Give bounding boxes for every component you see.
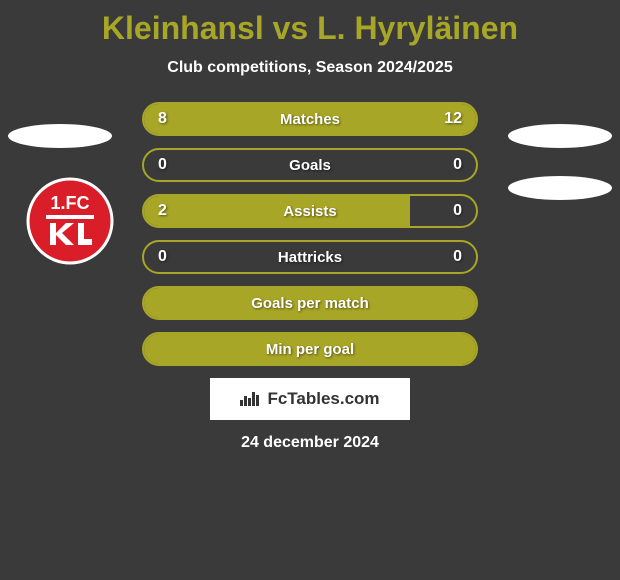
branding-badge: FcTables.com xyxy=(210,378,410,420)
svg-text:1.FC: 1.FC xyxy=(50,193,89,213)
stat-row-goals-per-match: Goals per match xyxy=(142,286,478,320)
date-text: 24 december 2024 xyxy=(0,434,620,452)
club-logo-icon: 1.FC xyxy=(26,177,114,265)
stat-row-min-per-goal: Min per goal xyxy=(142,332,478,366)
player-right-placeholder-1 xyxy=(508,124,612,148)
branding-text: FcTables.com xyxy=(267,389,379,409)
stat-value-left: 0 xyxy=(158,248,167,266)
stat-value-right: 12 xyxy=(444,110,462,128)
stat-label: Matches xyxy=(280,111,340,128)
player-right-placeholder-2 xyxy=(508,176,612,200)
chart-icon xyxy=(240,392,259,406)
stat-value-left: 2 xyxy=(158,202,167,220)
comparison-title: Kleinhansl vs L. Hyryläinen xyxy=(0,0,620,47)
stat-label: Assists xyxy=(283,203,336,220)
stats-container: 8 Matches 12 0 Goals 0 2 Assists 0 0 Hat… xyxy=(142,102,478,366)
stat-bar-left xyxy=(144,196,410,226)
subtitle: Club competitions, Season 2024/2025 xyxy=(0,59,620,77)
stat-label: Goals per match xyxy=(251,295,369,312)
stat-value-left: 0 xyxy=(158,156,167,174)
stat-row-assists: 2 Assists 0 xyxy=(142,194,478,228)
stat-label: Hattricks xyxy=(278,249,342,266)
stat-value-right: 0 xyxy=(453,202,462,220)
stat-row-goals: 0 Goals 0 xyxy=(142,148,478,182)
stat-value-right: 0 xyxy=(453,156,462,174)
stat-row-hattricks: 0 Hattricks 0 xyxy=(142,240,478,274)
stat-value-left: 8 xyxy=(158,110,167,128)
stat-label: Min per goal xyxy=(266,341,354,358)
stat-row-matches: 8 Matches 12 xyxy=(142,102,478,136)
stat-value-right: 0 xyxy=(453,248,462,266)
player-left-placeholder xyxy=(8,124,112,148)
stat-label: Goals xyxy=(289,157,331,174)
